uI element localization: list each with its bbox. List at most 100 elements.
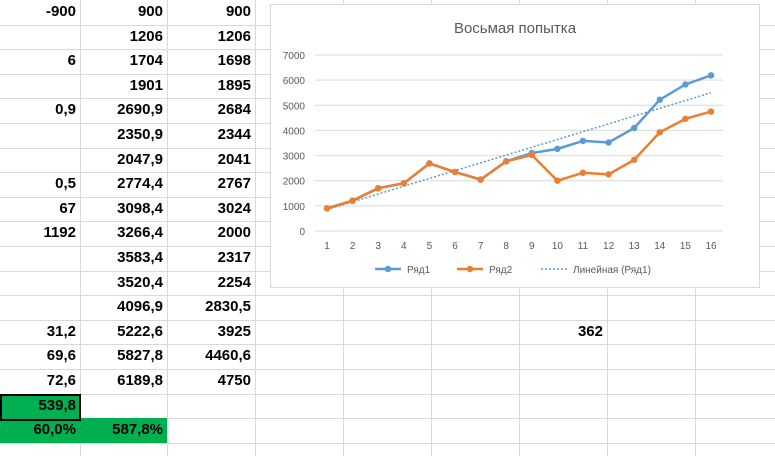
cell-b14[interactable]: 5222,6 [117, 323, 163, 340]
cell-c1[interactable]: 900 [225, 3, 251, 20]
cell-c13[interactable]: 2830,5 [205, 298, 251, 315]
column-divider [255, 0, 256, 456]
series-line-1 [326, 74, 712, 210]
cell-c18[interactable] [167, 418, 255, 443]
x-tick-label: 12 [603, 241, 615, 252]
cell-a9[interactable]: 67 [59, 200, 76, 217]
data-point [451, 168, 459, 176]
cell-b13[interactable]: 4096,9 [117, 298, 163, 315]
data-point [554, 177, 561, 184]
cell-a3[interactable]: 6 [67, 52, 76, 69]
cell-b12[interactable]: 3520,4 [117, 274, 163, 291]
cell-c7[interactable]: 2041 [217, 151, 251, 168]
cell-c2[interactable]: 1206 [217, 28, 251, 45]
legend-marker-1 [384, 265, 392, 273]
y-tick-label: 3000 [283, 152, 306, 163]
x-tick-label: 3 [375, 241, 381, 252]
row-divider [0, 418, 775, 419]
cell-c16[interactable]: 4750 [217, 372, 251, 389]
highlighted-cell [0, 394, 80, 419]
x-tick-label: 4 [401, 241, 407, 252]
cell-a14[interactable]: 31,2 [46, 323, 76, 340]
cell-b16[interactable]: 6189,8 [117, 372, 163, 389]
line-chart[interactable]: Восьмая попытка 0 1000 2000 3000 4000 5000 6000… [270, 4, 760, 288]
cell-a7[interactable] [0, 148, 80, 173]
cell-a13[interactable] [0, 295, 80, 320]
cell-c10[interactable]: 2000 [217, 224, 251, 241]
cell-b10[interactable]: 3266,4 [117, 224, 163, 241]
x-tick-label: 6 [452, 241, 458, 252]
x-tick-label: 5 [427, 241, 433, 252]
x-tick-label: 10 [552, 241, 564, 252]
cell-b15[interactable]: 5827,8 [117, 347, 163, 364]
cell-c6[interactable]: 2344 [217, 126, 251, 143]
data-point [579, 137, 587, 145]
cell-b6[interactable]: 2350,9 [117, 126, 163, 143]
cell-b18[interactable]: 587,8% [112, 421, 163, 438]
y-tick-label: 6000 [283, 76, 306, 87]
data-point [631, 156, 638, 164]
cell-c17[interactable] [167, 394, 255, 419]
data-point [707, 108, 715, 115]
cell-b5[interactable]: 2690,9 [117, 101, 163, 118]
cell-a2[interactable] [0, 25, 80, 50]
cell-c9[interactable]: 3024 [217, 200, 251, 217]
row-divider [0, 320, 775, 321]
cell-c3[interactable]: 1698 [217, 52, 251, 69]
cell-a10[interactable]: 1192 [43, 224, 76, 241]
y-tick-label: 2000 [283, 177, 306, 188]
x-tick-label: 9 [529, 241, 535, 252]
cell-a1[interactable]: -900 [45, 3, 76, 20]
cell-a17[interactable]: 539,8 [38, 397, 76, 414]
cell-a6[interactable] [0, 123, 80, 148]
cell-a11[interactable] [0, 246, 80, 271]
x-tick-label: 14 [654, 241, 666, 252]
cell-c8[interactable]: 2767 [217, 175, 251, 192]
cell-a18[interactable]: 60,0% [33, 421, 76, 438]
data-point [707, 72, 715, 79]
data-point [682, 115, 689, 123]
cell-b11[interactable]: 3583,4 [117, 249, 163, 266]
data-point [400, 180, 407, 187]
y-tick-label: 5000 [283, 101, 306, 112]
data-point [375, 185, 382, 192]
chart-title: Восьмая попытка [454, 20, 577, 37]
cell-b17[interactable] [80, 394, 167, 419]
cell-b7[interactable]: 2047,9 [117, 151, 163, 168]
cell-b9[interactable]: 3098,4 [117, 200, 163, 217]
cell-a5[interactable]: 0,9 [55, 101, 76, 118]
selected-cell-border [0, 394, 81, 421]
cell-b3[interactable]: 1704 [129, 52, 163, 69]
x-tick-label: 16 [705, 241, 717, 252]
data-point [349, 197, 356, 204]
highlighted-cell [0, 418, 80, 443]
cell-extra-value[interactable]: 362 [577, 323, 603, 340]
data-point [477, 176, 484, 183]
data-point [579, 169, 587, 176]
cell-b4[interactable]: 1901 [129, 77, 163, 94]
cell-c4[interactable]: 1895 [217, 77, 251, 94]
data-point [656, 96, 663, 103]
data-point [605, 139, 612, 146]
row-divider [0, 295, 775, 296]
highlighted-cell [80, 418, 167, 443]
cell-a4[interactable] [0, 74, 80, 99]
data-point [605, 171, 612, 178]
cell-b2[interactable]: 1206 [129, 28, 163, 45]
y-tick-label: 7000 [283, 51, 306, 62]
cell-b8[interactable]: 2774,4 [117, 175, 163, 192]
cell-a15[interactable]: 69,6 [46, 347, 76, 364]
x-tick-label: 8 [503, 241, 509, 252]
cell-c5[interactable]: 2684 [217, 101, 251, 118]
x-tick-label: 7 [478, 241, 484, 252]
data-point [656, 129, 663, 136]
cell-a8[interactable]: 0,5 [55, 175, 76, 192]
x-tick-label: 11 [578, 241, 589, 252]
cell-b1[interactable]: 900 [137, 3, 163, 20]
cell-a16[interactable]: 72,6 [46, 372, 76, 389]
cell-c12[interactable]: 2254 [217, 274, 251, 291]
cell-c11[interactable]: 2317 [217, 249, 251, 266]
cell-a12[interactable] [0, 271, 80, 296]
cell-c15[interactable]: 4460,6 [205, 347, 251, 364]
cell-c14[interactable]: 3925 [217, 323, 251, 340]
